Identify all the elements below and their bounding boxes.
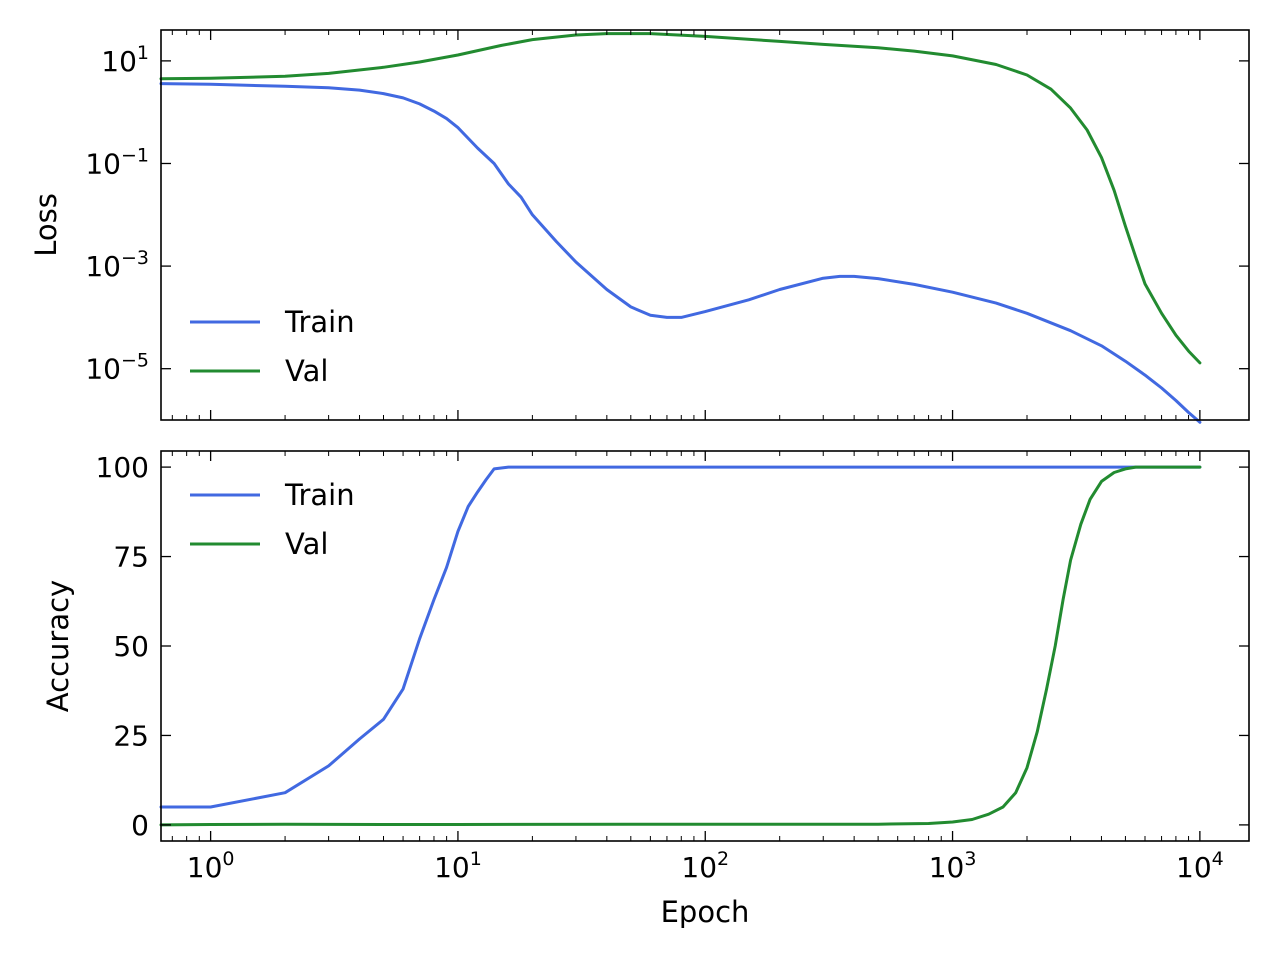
series-line-train [159, 82, 1202, 424]
legend: Train Val [190, 305, 355, 388]
y-tick-label: 100 [96, 451, 149, 484]
legend: Train Val [190, 478, 355, 561]
x-axis-label: Epoch [661, 895, 750, 929]
y-axis-label: Loss [29, 193, 63, 257]
series-line-train [159, 465, 1202, 809]
y-tick-label: 0 [131, 809, 149, 842]
x-tick-label: 100 [187, 848, 235, 884]
y-tick-label: 25 [113, 719, 149, 752]
series-line-val [159, 32, 1202, 365]
y-axis-label: Accuracy [41, 580, 75, 712]
legend-label-val: Val [285, 527, 328, 561]
y-tick-label: 50 [113, 630, 149, 663]
y-tick-label: 101 [101, 42, 149, 78]
x-tick-label: 104 [1176, 848, 1224, 884]
accuracy-panel: 0 25 50 75 100 100 101 102 103 104 Accuracy Epoch Tr… [41, 450, 1250, 929]
legend-label-val: Val [285, 354, 328, 388]
y-tick-label: 10−3 [85, 247, 149, 283]
y-tick-label: 10−5 [85, 350, 149, 386]
x-tick-label: 102 [681, 848, 729, 884]
loss-panel: 101 10−1 10−3 10−5 Loss Train Val [29, 29, 1250, 424]
legend-label-train: Train [284, 305, 355, 339]
y-tick-label: 75 [113, 541, 149, 574]
x-tick-label: 101 [434, 848, 482, 884]
legend-label-train: Train [284, 478, 355, 512]
x-tick-label: 103 [929, 848, 977, 884]
series-line-val [159, 465, 1202, 827]
y-tick-label: 10−1 [85, 144, 149, 180]
